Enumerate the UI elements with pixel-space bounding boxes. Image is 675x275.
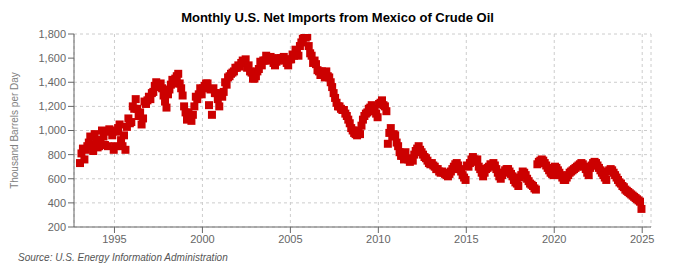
svg-text:2010: 2010 — [366, 233, 390, 245]
svg-text:2025: 2025 — [630, 233, 654, 245]
svg-text:Thousand Barrels per Day: Thousand Barrels per Day — [9, 72, 20, 189]
svg-text:600: 600 — [48, 173, 66, 185]
svg-text:2015: 2015 — [454, 233, 478, 245]
svg-text:800: 800 — [48, 149, 66, 161]
svg-text:1,000: 1,000 — [38, 124, 66, 136]
svg-text:1995: 1995 — [102, 233, 126, 245]
svg-text:2005: 2005 — [278, 233, 302, 245]
svg-text:1,200: 1,200 — [38, 100, 66, 112]
html-text:Source: U.S. Energy Informatio: Source: U.S. Energy Information Administ… — [18, 252, 228, 263]
svg-text:400: 400 — [48, 197, 66, 209]
svg-text:1,400: 1,400 — [38, 76, 66, 88]
svg-text:1,600: 1,600 — [38, 52, 66, 64]
svg-text:200: 200 — [48, 221, 66, 233]
svg-text:2020: 2020 — [542, 233, 566, 245]
svg-text:2000: 2000 — [190, 233, 214, 245]
html-text:Monthly U.S. Net Imports from: Monthly U.S. Net Imports from Mexico of … — [181, 10, 494, 25]
svg-text:1,800: 1,800 — [38, 28, 66, 40]
